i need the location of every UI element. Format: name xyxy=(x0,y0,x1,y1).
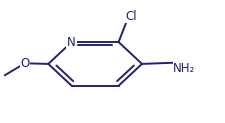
Text: N: N xyxy=(67,36,76,49)
Text: NH₂: NH₂ xyxy=(173,62,195,75)
Text: Cl: Cl xyxy=(124,10,136,23)
Text: O: O xyxy=(20,57,29,70)
